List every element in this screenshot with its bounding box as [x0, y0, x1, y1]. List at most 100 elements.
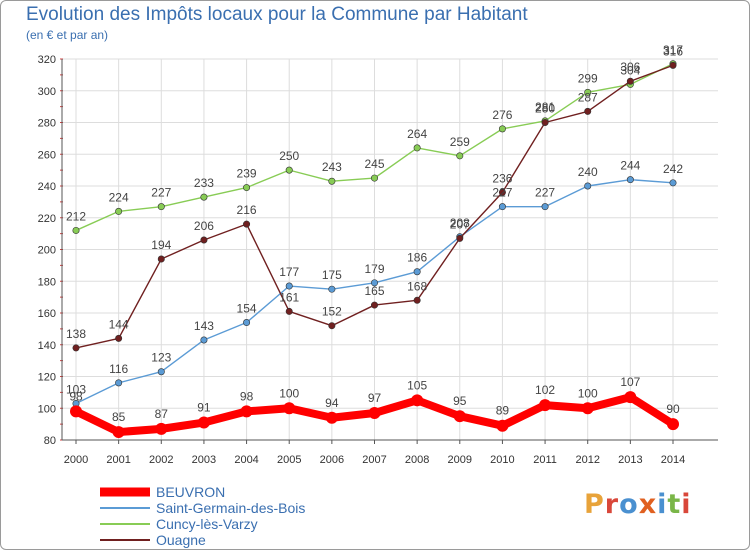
- data-point-cuncy-les-varzy: [243, 184, 251, 192]
- data-label-ouagne: 161: [279, 290, 299, 304]
- x-tick-label: 2004: [234, 454, 258, 466]
- data-point-cuncy-les-varzy: [157, 203, 165, 211]
- data-label-ouagne: 168: [407, 279, 427, 293]
- data-label-saint-germain-des-bois: 143: [194, 319, 214, 333]
- data-point-saint-germain-des-bois: [541, 203, 549, 211]
- data-label-saint-germain-des-bois: 123: [151, 351, 171, 365]
- logo-letter: r: [604, 489, 620, 520]
- data-point-cuncy-les-varzy: [370, 174, 378, 182]
- data-label-ouagne: 287: [578, 90, 598, 104]
- data-point-saint-germain-des-bois: [157, 368, 165, 376]
- data-point-saint-germain-des-bois: [370, 279, 378, 287]
- data-label-saint-germain-des-bois: 103: [66, 382, 86, 396]
- data-point-saint-germain-des-bois: [328, 285, 336, 293]
- data-point-saint-germain-des-bois: [498, 203, 506, 211]
- data-point-beuvron: [453, 410, 466, 423]
- data-point-cuncy-les-varzy: [456, 152, 464, 160]
- data-point-beuvron: [581, 402, 594, 415]
- x-tick-label: 2009: [448, 454, 472, 466]
- legend-label: Cuncy-lès-Varzy: [156, 516, 258, 532]
- x-tick-label: 2003: [192, 454, 216, 466]
- data-label-ouagne: 194: [151, 238, 171, 252]
- data-point-beuvron: [667, 418, 679, 431]
- data-label-saint-germain-des-bois: 186: [407, 251, 427, 265]
- data-label-saint-germain-des-bois: 177: [279, 265, 299, 279]
- data-point-beuvron: [539, 399, 552, 412]
- data-label-beuvron: 95: [453, 394, 467, 408]
- data-label-beuvron: 102: [535, 383, 555, 397]
- data-label-cuncy-les-varzy: 304: [620, 63, 640, 77]
- y-tick-label: 160: [38, 308, 56, 320]
- x-tick-label: 2006: [320, 454, 344, 466]
- logo-letter: i: [681, 489, 692, 520]
- data-label-saint-germain-des-bois: 227: [535, 186, 555, 200]
- x-tick-label: 2013: [618, 454, 642, 466]
- x-tick-label: 2012: [575, 454, 599, 466]
- data-label-cuncy-les-varzy: 259: [450, 135, 470, 149]
- data-label-saint-germain-des-bois: 175: [322, 268, 342, 282]
- data-label-ouagne: 306: [620, 60, 640, 74]
- legend-label: BEUVRON: [156, 484, 225, 500]
- data-point-cuncy-les-varzy: [285, 166, 293, 174]
- data-label-saint-germain-des-bois: 240: [578, 165, 598, 179]
- data-point-ouagne: [456, 234, 464, 242]
- data-label-beuvron: 85: [112, 410, 126, 424]
- data-point-ouagne: [413, 296, 421, 304]
- data-label-beuvron: 94: [325, 396, 339, 410]
- data-label-ouagne: 280: [535, 102, 555, 116]
- data-point-saint-germain-des-bois: [115, 379, 123, 387]
- x-tick-label: 2007: [362, 454, 386, 466]
- x-tick-label: 2008: [405, 454, 429, 466]
- y-tick-label: 300: [38, 86, 56, 98]
- data-label-ouagne: 152: [322, 305, 342, 319]
- y-tick-label: 220: [38, 213, 56, 225]
- data-label-ouagne: 316: [663, 44, 683, 58]
- data-point-beuvron: [368, 407, 381, 420]
- data-point-beuvron: [240, 405, 253, 418]
- data-point-ouagne: [541, 119, 549, 127]
- y-tick-label: 200: [38, 245, 56, 257]
- data-label-saint-germain-des-bois: 227: [492, 186, 512, 200]
- data-label-saint-germain-des-bois: 116: [109, 362, 128, 376]
- data-label-beuvron: 98: [240, 389, 254, 403]
- y-tick-label: 180: [38, 276, 56, 288]
- y-tick-label: 240: [38, 181, 56, 193]
- data-point-beuvron: [70, 405, 82, 418]
- data-point-ouagne: [243, 220, 251, 228]
- data-point-ouagne: [285, 307, 293, 315]
- data-point-ouagne: [157, 255, 165, 263]
- data-point-cuncy-les-varzy: [200, 193, 208, 201]
- data-label-cuncy-les-varzy: 243: [322, 160, 342, 174]
- data-point-ouagne: [498, 188, 506, 196]
- chart-title: Evolution des Impôts locaux pour la Comm…: [26, 4, 528, 25]
- data-point-saint-germain-des-bois: [285, 282, 293, 290]
- data-point-beuvron: [624, 391, 637, 404]
- logo-letter: i: [657, 489, 668, 520]
- data-label-beuvron: 87: [155, 407, 169, 421]
- data-point-saint-germain-des-bois: [626, 176, 634, 184]
- data-point-ouagne: [72, 344, 80, 352]
- data-point-saint-germain-des-bois: [669, 179, 677, 187]
- data-point-ouagne: [370, 301, 378, 309]
- data-label-saint-germain-des-bois: 154: [237, 302, 257, 316]
- data-label-saint-germain-des-bois: 208: [450, 216, 470, 230]
- data-label-ouagne: 165: [364, 284, 384, 298]
- data-point-beuvron: [283, 402, 296, 415]
- chart-subtitle: (en € et par an): [26, 28, 109, 42]
- data-label-cuncy-les-varzy: 317: [663, 43, 683, 57]
- x-tick-label: 2001: [106, 454, 130, 466]
- data-point-saint-germain-des-bois: [243, 319, 251, 327]
- y-tick-label: 100: [38, 403, 56, 415]
- data-label-ouagne: 216: [237, 203, 257, 217]
- logo-letter: t: [667, 489, 682, 520]
- data-point-beuvron: [197, 416, 210, 429]
- data-label-cuncy-les-varzy: 276: [492, 108, 512, 122]
- logo-letter: P: [584, 489, 605, 520]
- data-label-beuvron: 91: [197, 401, 211, 415]
- data-point-saint-germain-des-bois: [200, 336, 208, 344]
- x-tick-label: 2010: [490, 454, 514, 466]
- data-label-beuvron: 90: [666, 402, 680, 416]
- data-label-cuncy-les-varzy: 281: [535, 100, 555, 114]
- data-point-cuncy-les-varzy: [72, 226, 80, 234]
